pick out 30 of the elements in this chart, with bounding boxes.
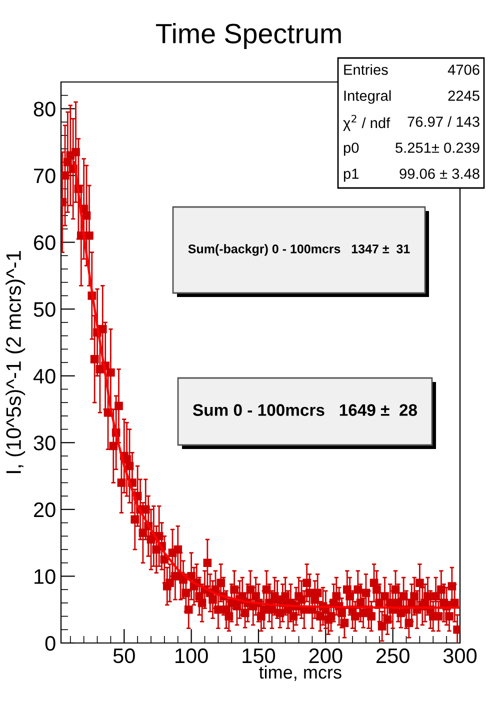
x-tick-label: 300: [443, 648, 477, 664]
text: Entries: [344, 64, 388, 75]
y-tick-label: 50: [34, 302, 56, 317]
y-tick-label: 10: [34, 569, 56, 584]
annotation: Sum(-backgr) 0 - 100mcrs 1347 ± 31: [188, 244, 410, 256]
text: 4706: [448, 64, 480, 75]
x-tick-label: 150: [242, 648, 276, 664]
y-tick-label: 0: [45, 636, 56, 651]
annotation: 99.06 ± 3.48: [400, 168, 480, 179]
y-tick-label: 60: [34, 235, 56, 250]
annotation: Integral: [344, 90, 391, 104]
y-tick-label: 40: [33, 368, 56, 384]
y-tick-label: 20: [34, 502, 56, 518]
x-tick-label: 200: [309, 648, 342, 664]
chart-title: Time Spectrum: [156, 23, 341, 49]
x-tick-label: 50: [113, 648, 135, 664]
y-axis-title: I, (10^5s)^-1 (2 mcrs)^-1: [6, 251, 26, 474]
annotation: p1: [344, 168, 359, 182]
annotation: Sum 0 - 100mcrs 1649 ± 28: [192, 404, 418, 416]
annotation: 2245: [448, 90, 480, 101]
annotation: p0: [344, 142, 359, 156]
x-tick-label: 100: [176, 648, 208, 664]
y-tick-label: 70: [34, 168, 56, 184]
y-tick-label: 80: [34, 102, 56, 116]
y-tick-label: 30: [34, 436, 56, 450]
annotation: χ$^{2}$ / ndf: [343, 114, 390, 132]
annotation: 5.251± 0.239: [396, 142, 480, 153]
annotation: 76.97 / 143: [408, 116, 480, 127]
x-axis-title: time, mcrs: [259, 665, 342, 681]
x-tick-label: 250: [376, 648, 410, 664]
